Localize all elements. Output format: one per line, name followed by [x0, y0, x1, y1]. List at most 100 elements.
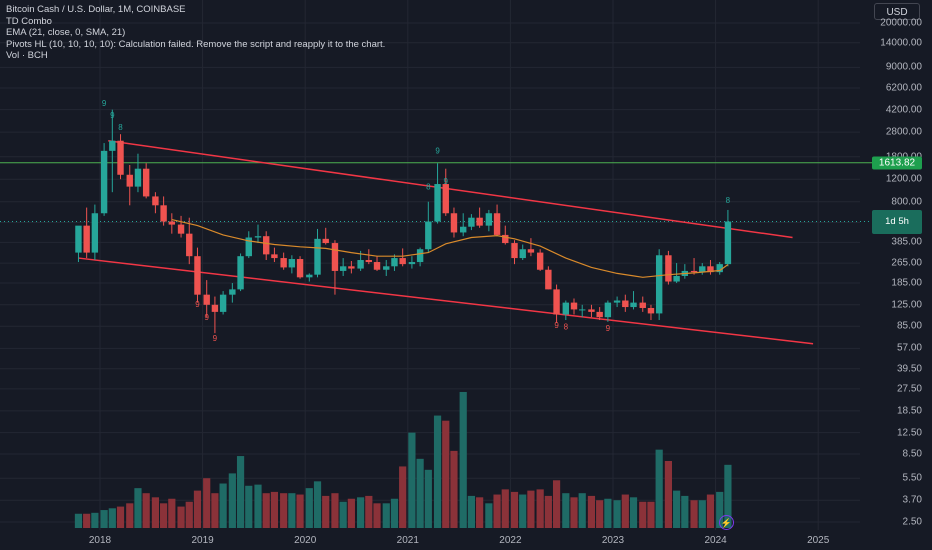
volume-bar	[664, 461, 673, 528]
volume-bar	[168, 498, 176, 528]
candle-body	[357, 260, 364, 269]
price-tick-label: 385.00	[891, 236, 922, 248]
volume-bar	[459, 391, 467, 528]
channel-trendline	[78, 257, 814, 345]
volume-bar	[476, 497, 484, 528]
volume-bar	[690, 500, 698, 528]
volume-bar	[373, 503, 381, 528]
volume-bar	[399, 466, 407, 528]
volume-bar	[322, 495, 330, 528]
volume-bar	[544, 495, 552, 528]
volume-bar	[621, 494, 629, 528]
horizontal-level-price-label: 1613.82	[872, 156, 922, 170]
candle-body	[476, 217, 483, 226]
volume-bar	[193, 490, 202, 528]
volume-bar	[313, 481, 322, 528]
volume-bar	[126, 503, 134, 528]
time-tick-label: 2023	[601, 535, 625, 546]
time-tick-label: 2021	[396, 535, 419, 546]
legend-pivots[interactable]: Pivots HL (10, 10, 10, 10): Calculation …	[6, 38, 386, 50]
candle-body	[203, 294, 210, 305]
volume-bar	[647, 501, 655, 528]
candle-body	[485, 213, 493, 226]
td-setup-down-marker: 9	[213, 334, 218, 343]
candle-body	[288, 259, 296, 268]
candle-body	[579, 309, 586, 311]
candle-body	[314, 238, 321, 275]
chart-legend: Bitcoin Cash / U.S. Dollar, 1M, COINBASE…	[6, 4, 385, 62]
volume-bar	[116, 506, 125, 528]
candle-body	[296, 259, 304, 278]
volume-bar	[467, 495, 476, 528]
candle-body	[639, 302, 646, 308]
candle-body	[460, 226, 467, 233]
candle-body	[280, 258, 287, 268]
volume-bar	[296, 494, 304, 528]
volume-bar	[151, 497, 160, 528]
volume-bar	[450, 450, 458, 528]
candle-body	[502, 234, 509, 244]
volume-bar	[527, 490, 535, 528]
volume-bar	[724, 464, 732, 528]
volume-bar	[177, 506, 185, 528]
candle-body	[100, 150, 108, 214]
candle-body	[373, 262, 381, 270]
td-setup-down-marker: 9	[554, 321, 559, 330]
candle-body	[229, 289, 236, 295]
volume-bar	[211, 493, 219, 528]
price-tick-label: 27.50	[896, 383, 922, 395]
volume-bar	[681, 495, 689, 528]
volume-bar	[519, 494, 527, 528]
volume-bar	[108, 508, 116, 528]
volume-bar	[254, 484, 262, 528]
volume-bar	[706, 494, 715, 528]
candle-body	[322, 238, 329, 244]
candle-body	[194, 256, 201, 295]
candle-body	[690, 270, 698, 273]
price-tick-label: 9000.00	[885, 61, 922, 73]
volume-bar	[562, 493, 570, 528]
candle-body	[562, 302, 570, 315]
price-tick-label: 12.50	[896, 427, 922, 439]
lightning-icon[interactable]: ⚡	[719, 515, 734, 530]
td-setup-up-marker: 8	[426, 182, 431, 191]
price-tick-label: 18.50	[896, 405, 922, 417]
volume-bar	[485, 503, 493, 528]
candle-body	[511, 243, 518, 259]
volume-bar	[305, 488, 313, 528]
candle-body	[271, 254, 278, 259]
volume-bar	[245, 485, 253, 528]
candle-body	[83, 225, 90, 253]
volume-bar	[339, 501, 347, 528]
bar-countdown-label: 1d 5h	[872, 209, 922, 234]
price-tick-label: 1200.00	[885, 173, 922, 185]
time-tick-label: 2022	[499, 535, 522, 546]
candle-body	[596, 311, 603, 318]
candle-body	[134, 168, 142, 187]
volume-bar	[570, 497, 578, 528]
candle-body	[245, 237, 252, 257]
legend-ema[interactable]: EMA (21, close, 0, SMA, 21)	[6, 27, 126, 39]
price-tick-label: 800.00	[891, 196, 922, 208]
candle-body	[630, 302, 637, 308]
time-tick-label: 2025	[807, 535, 830, 546]
candle-body	[383, 266, 390, 270]
legend-symbol-title[interactable]: Bitcoin Cash / U.S. Dollar, 1M, COINBASE	[6, 4, 186, 15]
price-tick-label: 2.50	[902, 516, 922, 528]
price-tick-label: 4200.00	[885, 104, 922, 116]
candle-body	[536, 252, 544, 270]
candle-body	[168, 221, 176, 225]
currency-button[interactable]: USD	[874, 3, 920, 20]
volume-bar	[74, 513, 83, 528]
price-tick-label: 20000.00	[880, 17, 922, 29]
legend-td-combo[interactable]: TD Combo	[6, 15, 52, 27]
volume-bar	[639, 501, 647, 528]
volume-bar	[416, 458, 424, 528]
volume-bar	[604, 498, 612, 528]
legend-volume[interactable]: Vol · BCH	[6, 50, 48, 62]
volume-bar	[270, 491, 279, 528]
candle-body	[647, 307, 655, 314]
candle-body	[545, 269, 552, 290]
